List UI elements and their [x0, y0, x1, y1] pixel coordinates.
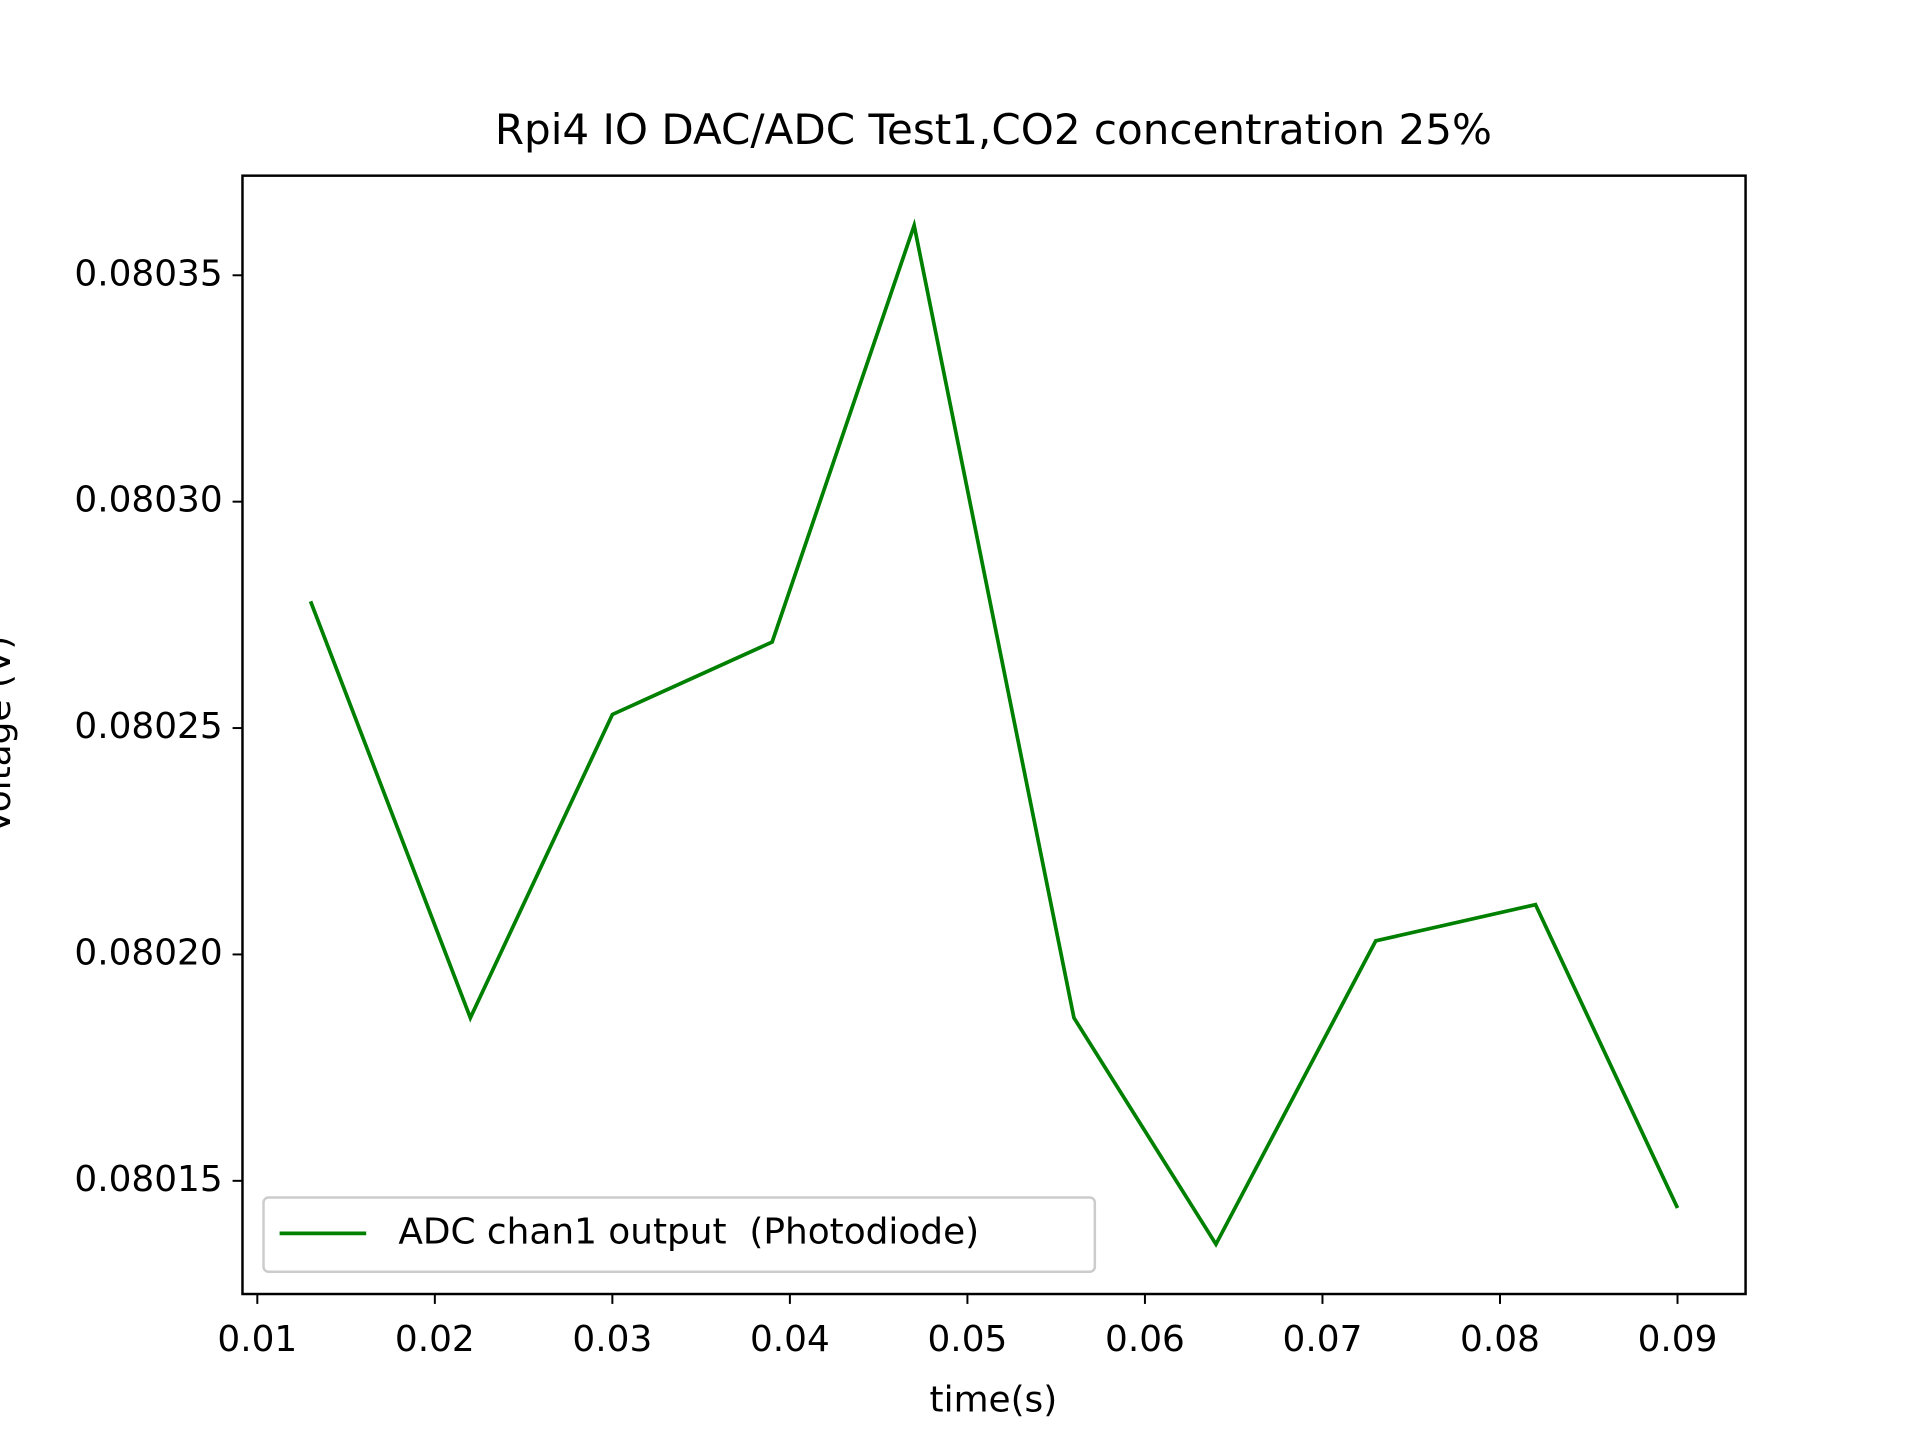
y-tick-label: 0.08030	[74, 480, 222, 521]
y-axis-label: Voltage (V)	[0, 636, 19, 834]
plot-area	[308, 218, 1680, 1248]
x-tick-label: 0.08	[1460, 1319, 1540, 1360]
x-tick-label: 0.09	[1638, 1319, 1718, 1360]
data-line	[308, 218, 1680, 1248]
x-tick-label: 0.07	[1283, 1319, 1363, 1360]
legend: ADC chan1 output (Photodiode)	[262, 1196, 1097, 1273]
chart-title: Rpi4 IO DAC/ADC Test1,CO2 concentration …	[495, 105, 1492, 154]
axes-frame	[241, 174, 1747, 1296]
x-tick-label: 0.05	[927, 1319, 1007, 1360]
x-tick-label: 0.03	[572, 1319, 652, 1360]
y-tick-label: 0.08015	[74, 1159, 222, 1200]
y-tick-label: 0.08035	[74, 253, 222, 294]
legend-label: ADC chan1 output (Photodiode)	[398, 1211, 979, 1252]
x-tick-label: 0.06	[1105, 1319, 1185, 1360]
x-tick-label: 0.01	[217, 1319, 297, 1360]
x-axis-label: time(s)	[930, 1380, 1058, 1421]
legend-box	[262, 1196, 1097, 1273]
y-tick-label: 0.08025	[74, 706, 222, 747]
y-tick-label: 0.08020	[74, 932, 222, 973]
x-tick-label: 0.04	[750, 1319, 830, 1360]
x-tick-label: 0.02	[395, 1319, 475, 1360]
